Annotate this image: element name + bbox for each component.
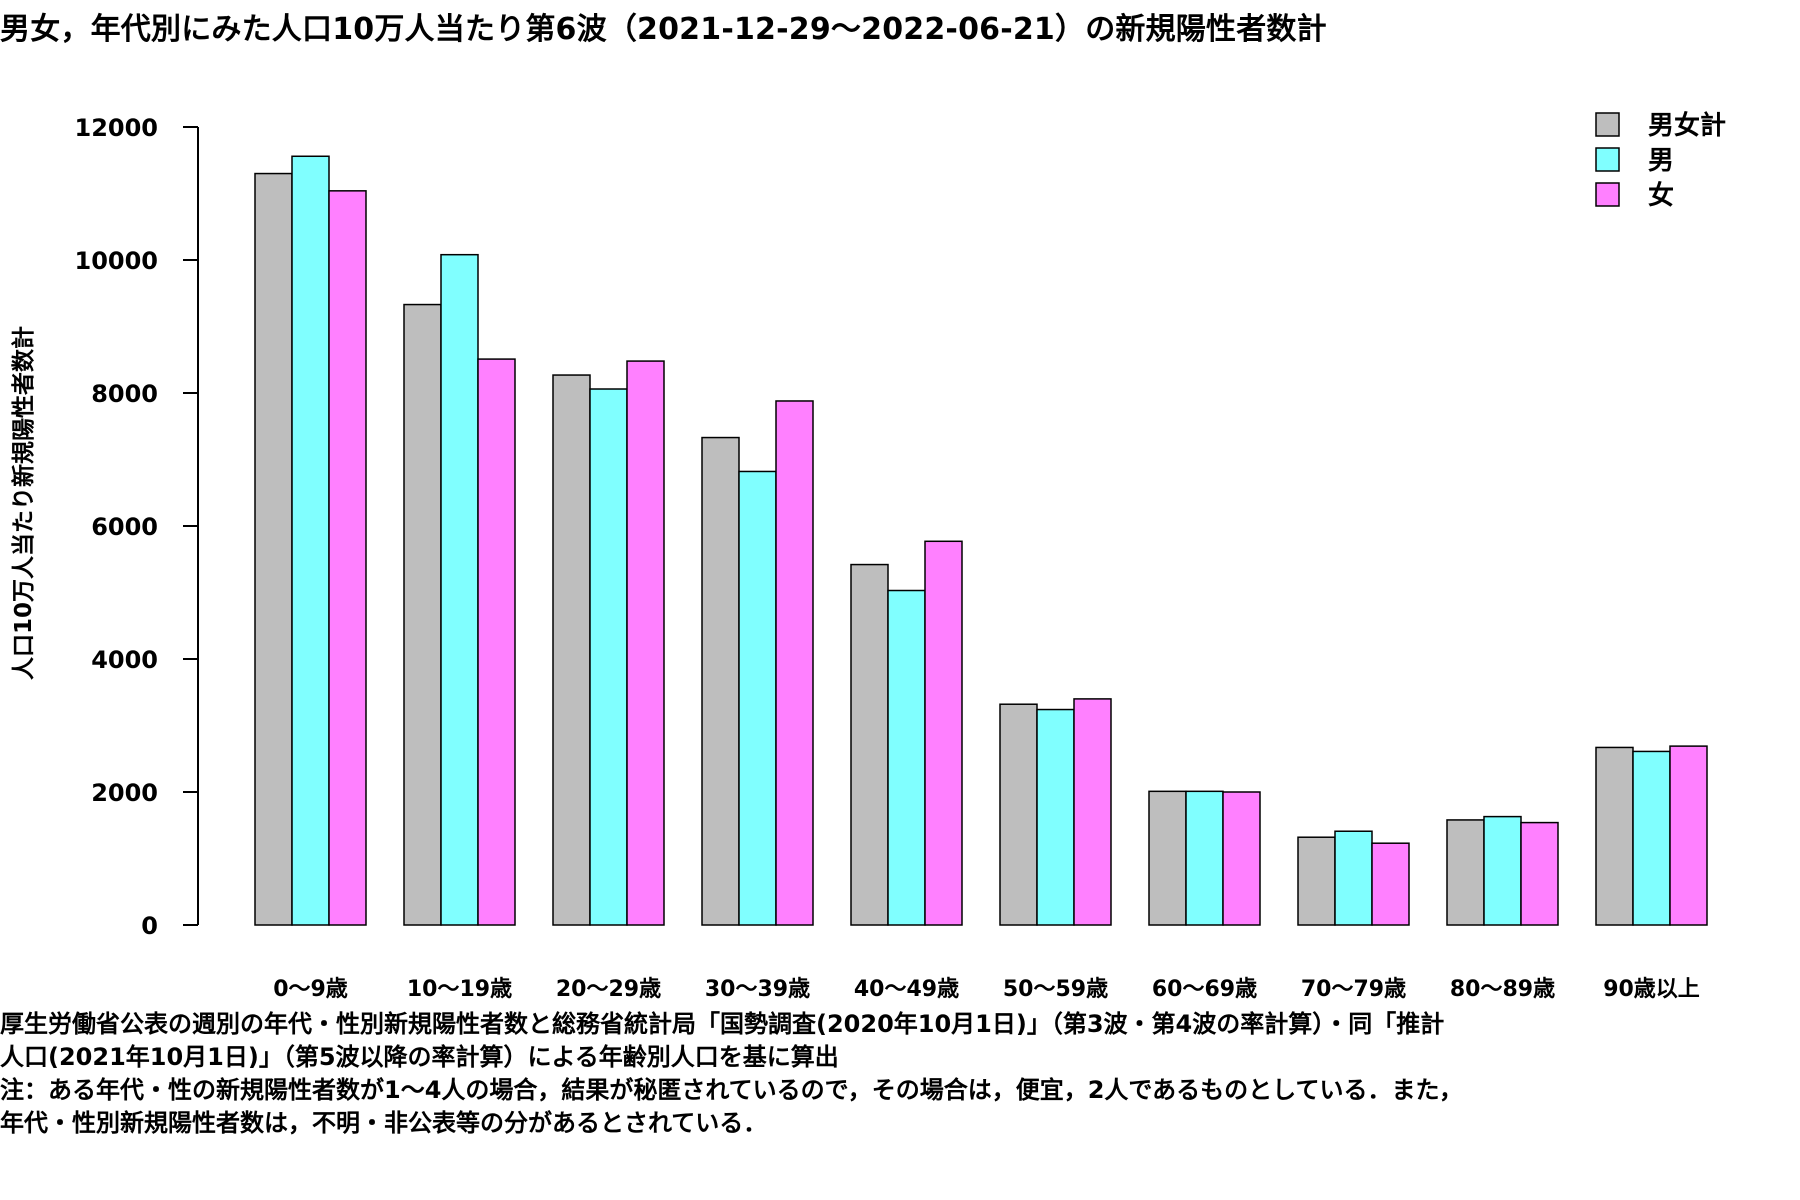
- footnote-line: 注：ある年代・性の新規陽性者数が1〜4人の場合，結果が秘匿されているので，その場…: [0, 1076, 1463, 1104]
- bar: [999, 703, 1038, 926]
- bar-group: [999, 698, 1112, 926]
- y-tick-label: 2000: [91, 779, 158, 807]
- bar-group: [1148, 790, 1261, 926]
- x-category-label: 10〜19歳: [407, 977, 512, 1002]
- x-category-label: 80〜89歳: [1450, 977, 1555, 1002]
- bar-group: [1446, 815, 1559, 926]
- footnote: 厚生労働省公表の週別の年代・性別新規陽性者数と総務省統計局「国勢調査(2020年…: [0, 1008, 1800, 1140]
- bar: [1446, 819, 1485, 926]
- x-category-label: 40〜49歳: [854, 977, 959, 1002]
- x-category-label: 20〜29歳: [556, 977, 661, 1002]
- bar: [1632, 750, 1671, 926]
- bar: [552, 374, 591, 926]
- bar: [254, 172, 293, 926]
- bar-group: [403, 253, 516, 926]
- bar: [440, 253, 479, 926]
- chart-title: 男女，年代別にみた人口10万人当たり第6波（2021-12-29〜2022-06…: [0, 12, 1327, 47]
- bar: [701, 436, 740, 926]
- legend-label: 男: [1648, 146, 1674, 176]
- y-tick-label: 4000: [91, 646, 158, 674]
- bar-group: [850, 540, 963, 926]
- bar: [924, 540, 963, 926]
- bar: [291, 155, 330, 926]
- bar: [1073, 698, 1112, 926]
- x-category-label: 60〜69歳: [1152, 977, 1257, 1002]
- bar: [1669, 745, 1708, 926]
- bar-group: [1297, 830, 1410, 926]
- x-category-label: 0〜9歳: [273, 977, 348, 1002]
- legend-label: 女: [1648, 180, 1674, 211]
- bar: [1483, 815, 1522, 926]
- bar: [328, 190, 367, 926]
- footnote-line: 厚生労働省公表の週別の年代・性別新規陽性者数と総務省統計局「国勢調査(2020年…: [0, 1010, 1445, 1038]
- bar: [1371, 842, 1410, 926]
- y-tick-label: 0: [141, 912, 158, 940]
- footnote-line: 年代・性別新規陽性者数は，不明・非公表等の分があるとされている．: [0, 1109, 768, 1137]
- bar: [626, 360, 665, 926]
- bar: [1222, 791, 1261, 926]
- x-category-label: 90歳以上: [1603, 977, 1700, 1002]
- bar: [1334, 830, 1373, 926]
- x-category-label: 70〜79歳: [1301, 977, 1406, 1002]
- bar: [1595, 746, 1634, 926]
- bar-group: [1595, 745, 1708, 926]
- legend-swatch: [1595, 112, 1620, 137]
- y-tick-label: 10000: [75, 247, 159, 275]
- bar: [775, 400, 814, 926]
- bar: [589, 388, 628, 926]
- y-tick-label: 12000: [75, 114, 159, 142]
- bar-group: [552, 360, 665, 926]
- bar-group: [254, 155, 367, 926]
- bar: [1520, 821, 1559, 926]
- legend-swatch: [1595, 147, 1620, 172]
- bars: [254, 155, 1708, 926]
- bar-group: [701, 400, 814, 926]
- x-category-label: 50〜59歳: [1003, 977, 1108, 1002]
- legend-label: 男女計: [1648, 110, 1726, 141]
- bar: [403, 303, 442, 926]
- bar: [1185, 790, 1224, 926]
- y-axis: 0 2000 4000 6000 8000 10000 12000: [75, 114, 199, 940]
- bar: [477, 358, 516, 926]
- bar: [1148, 790, 1187, 926]
- footnote-line: 人口(2021年10月1日)」（第5波以降の率計算）による年齢別人口を基に算出: [0, 1043, 839, 1071]
- bar: [887, 589, 926, 926]
- bar: [1297, 836, 1336, 926]
- bar: [738, 470, 777, 926]
- y-tick-label: 6000: [91, 513, 158, 541]
- bar: [1036, 708, 1075, 926]
- bar: [850, 563, 889, 926]
- x-category-label: 30〜39歳: [705, 977, 810, 1002]
- y-tick-label: 8000: [91, 380, 158, 408]
- legend-swatch: [1595, 182, 1620, 207]
- x-axis-labels: 0〜9歳 10〜19歳 20〜29歳 30〜39歳 40〜49歳 50〜59歳 60〜69歳…: [273, 977, 1700, 1002]
- y-axis-label: 人口10万人当たり新規陽性者数計: [10, 326, 37, 680]
